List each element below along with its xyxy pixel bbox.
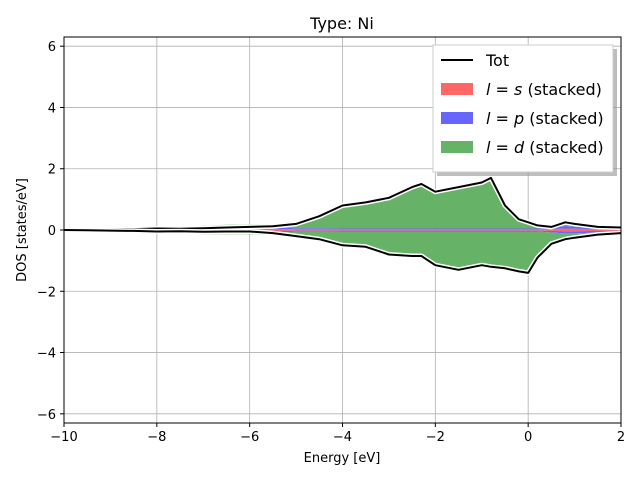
- area-ldstacked-down: [64, 230, 621, 272]
- legend-swatch-s: [441, 83, 473, 95]
- y-tick-label: −6: [37, 408, 56, 423]
- x-tick-label: −8: [147, 430, 166, 445]
- y-tick-label: 4: [48, 101, 56, 116]
- area-lpstacked-down: [64, 230, 621, 234]
- area-lpstacked-up: [64, 226, 621, 230]
- legend-label: l = s (stacked): [486, 80, 602, 99]
- x-tick-label: 2: [617, 430, 625, 445]
- y-tick-label: 6: [48, 40, 56, 55]
- legend-label: Tot: [485, 51, 509, 70]
- tot-line-down: [63, 229, 622, 274]
- legend-label: l = d (stacked): [486, 138, 604, 157]
- line-layer: [63, 175, 622, 276]
- legend-label: l = p (stacked): [486, 109, 604, 128]
- legend-swatch-p: [441, 112, 473, 124]
- x-tick-label: 0: [524, 430, 532, 445]
- legend: Tot l = s (stacked) l = p (stacked) l = d (…: [432, 44, 617, 176]
- y-tick-label: −4: [37, 347, 56, 362]
- y-tick-label: 2: [48, 163, 56, 178]
- x-axis-label: Energy [eV]: [304, 451, 381, 466]
- y-tick-label: −2: [37, 285, 56, 300]
- x-tick-label: −4: [333, 430, 352, 445]
- y-axis-label: DOS [states/eV]: [15, 178, 30, 282]
- x-tick-label: −10: [50, 430, 77, 445]
- x-tick-label: −6: [240, 430, 259, 445]
- tick-layer: −10 −8 −6 −4 −2 0 2 −6 −4 −2 0 2 4 6: [37, 40, 625, 445]
- legend-swatch-d: [441, 141, 473, 153]
- y-tick-label: 0: [48, 224, 56, 239]
- chart-title: Type: Ni: [309, 14, 374, 33]
- x-tick-label: −2: [426, 430, 445, 445]
- legend-items: Tot l = s (stacked) l = p (stacked) l = d (…: [441, 51, 604, 157]
- area-ldstacked-up: [64, 179, 621, 230]
